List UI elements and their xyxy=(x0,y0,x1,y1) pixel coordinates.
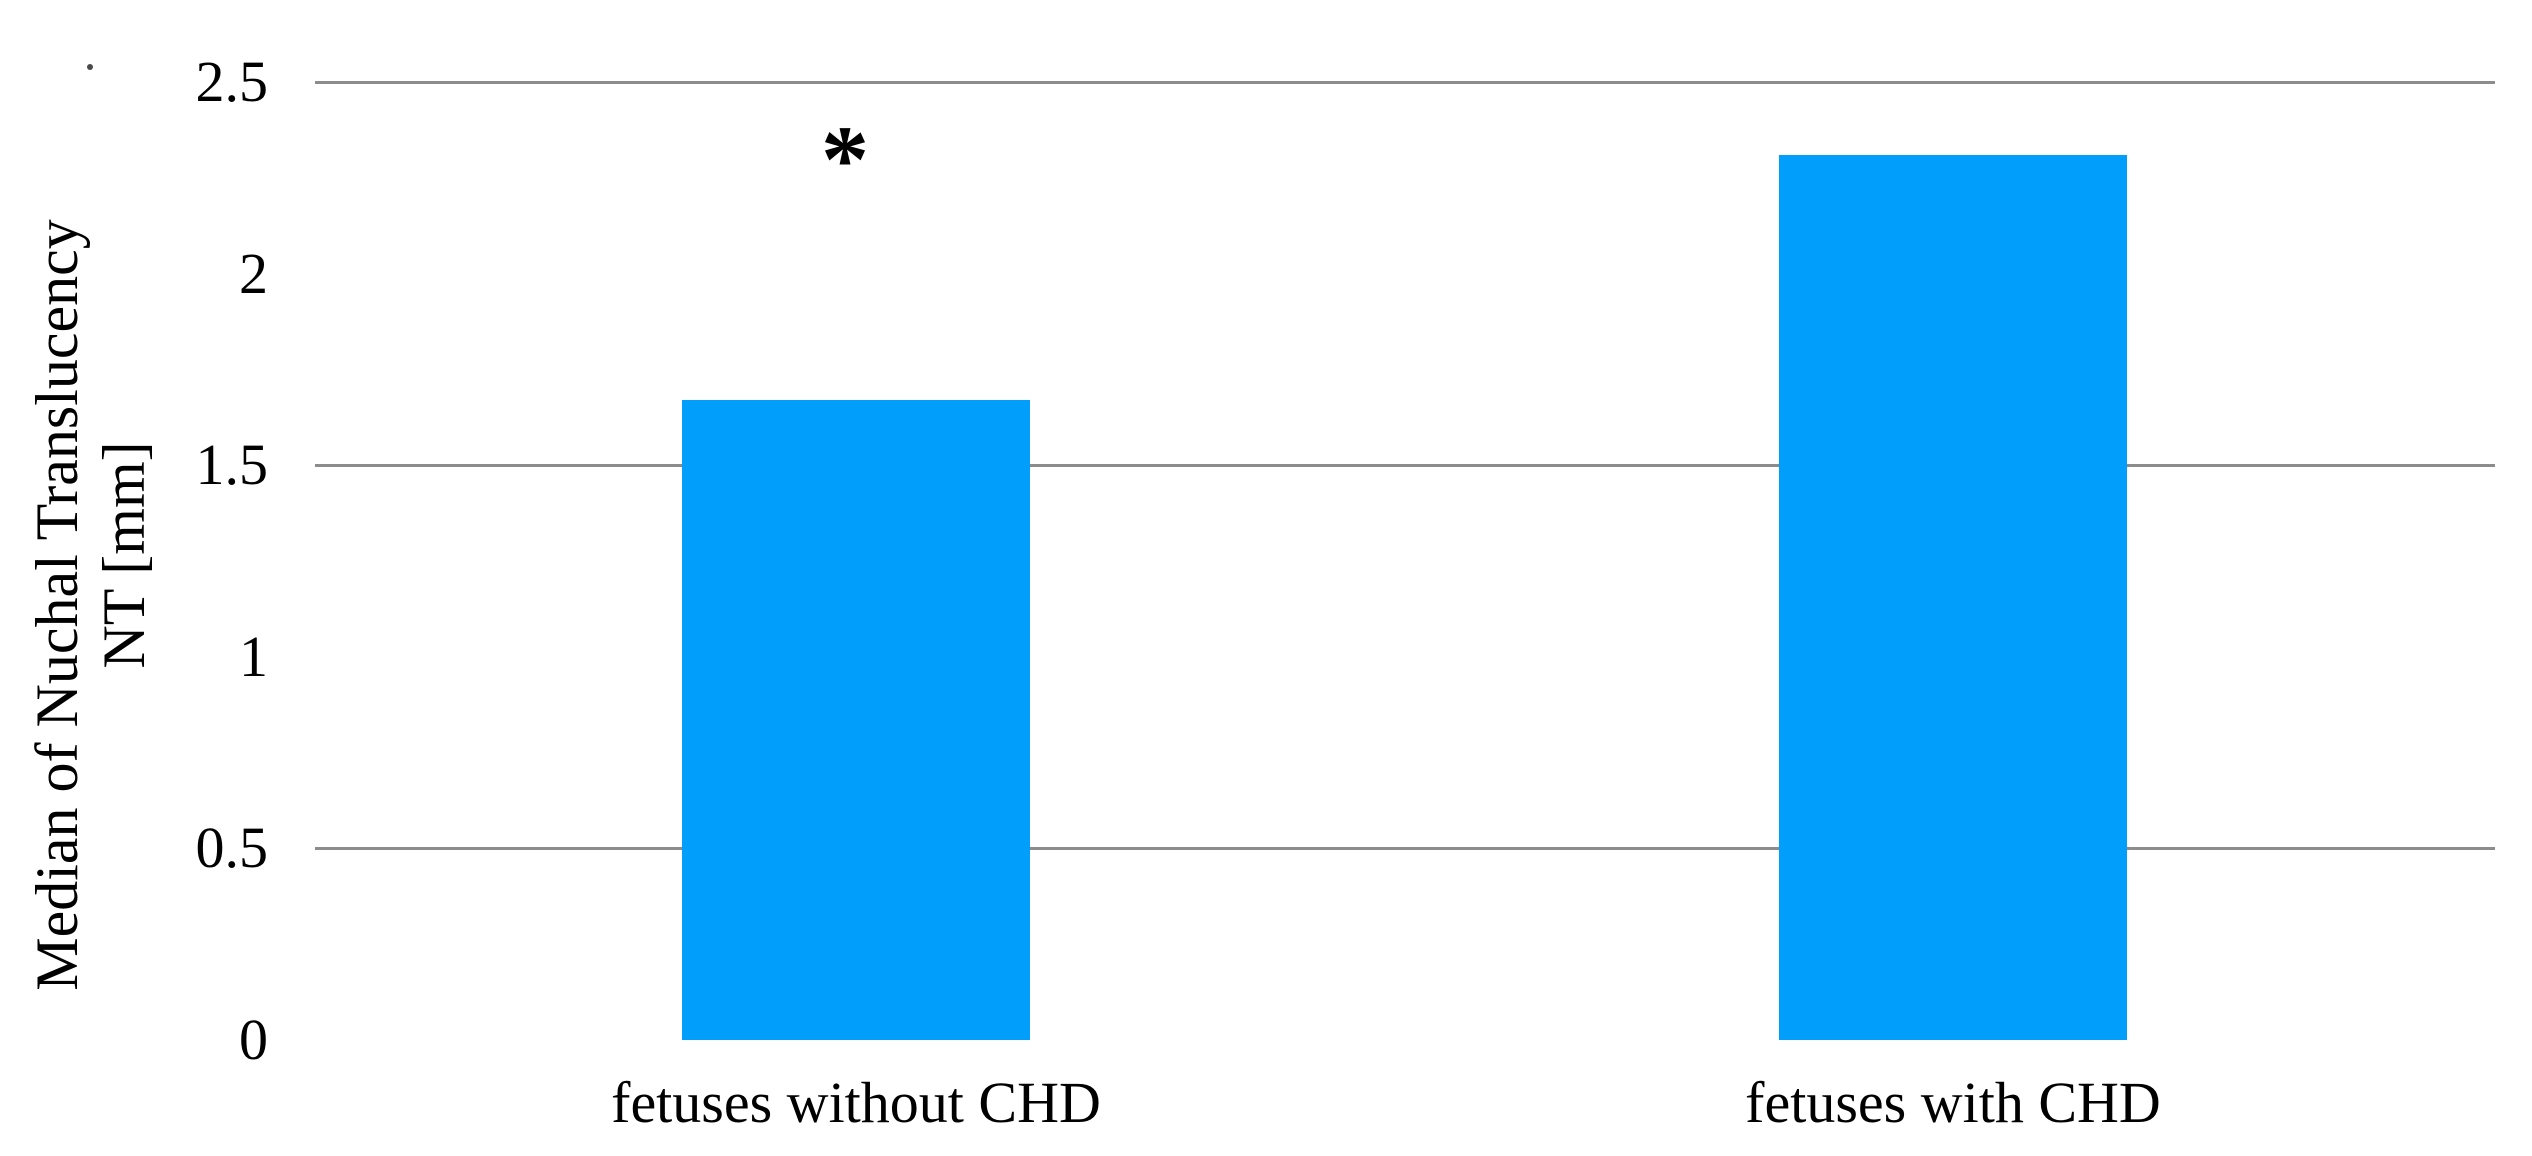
bar-fetuses-without-chd xyxy=(682,400,1030,1040)
y-axis-tick-label: 1 xyxy=(239,623,268,689)
y-axis-tick-label: 2.5 xyxy=(195,49,269,114)
y-gridline xyxy=(315,463,2495,467)
stray-dot-artifact xyxy=(87,64,93,70)
y-gridline xyxy=(315,846,2495,850)
x-category-label: fetuses without CHD xyxy=(611,1070,1101,1135)
y-gridline xyxy=(315,80,2495,84)
y-axis-tick-label: 0 xyxy=(239,1007,268,1072)
y-axis-tick-label: 2 xyxy=(239,240,268,306)
significance-asterisk: * xyxy=(821,106,869,213)
y-axis-tick-label: 1.5 xyxy=(195,432,269,498)
x-category-label: fetuses with CHD xyxy=(1745,1070,2161,1135)
bar-fetuses-with-chd xyxy=(1779,154,2127,1040)
y-axis-tick-label: 0.5 xyxy=(195,815,269,881)
